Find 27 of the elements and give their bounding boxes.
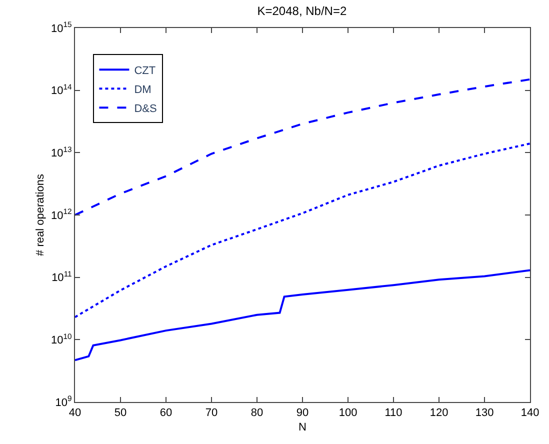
x-tick-label: 120	[430, 407, 448, 420]
y-tick-label: 10$^{15}$	[50, 20, 72, 35]
y-tick-label: 10$^{12}$	[50, 207, 72, 222]
legend-label: CZT	[134, 64, 156, 77]
x-tick-label: 110	[384, 407, 402, 420]
x-tick-label: 70	[205, 407, 218, 420]
x-tick-label: 80	[250, 407, 264, 420]
legend-label: D&S	[134, 102, 157, 115]
y-tick-label: 10$^{14}$	[50, 82, 73, 98]
line-series	[75, 269, 530, 362]
y-tick-label: 10$^{10}$	[50, 332, 72, 347]
line-series	[75, 142, 530, 318]
y-tick-label: 10$^{11}$	[52, 270, 72, 284]
x-tick-label: 40	[68, 407, 82, 420]
x-tick-label: 50	[114, 407, 127, 420]
y-tick-label: 10$^{9}$	[55, 394, 72, 409]
x-tick-label: 130	[475, 407, 494, 420]
x-axis-title: N	[298, 421, 307, 434]
y-tick-label: 10$^{13}$	[50, 144, 72, 160]
legend-label: DM	[134, 84, 152, 96]
x-tick-label: 140	[520, 407, 540, 420]
chart-title: K=2048, Nb/N=2	[257, 4, 347, 18]
y-axis-title: # real operations	[34, 174, 47, 256]
x-tick-label: 100	[338, 407, 358, 420]
line-series	[75, 78, 530, 216]
x-tick-label: 90	[296, 407, 309, 420]
x-tick-label: 60	[160, 407, 172, 420]
